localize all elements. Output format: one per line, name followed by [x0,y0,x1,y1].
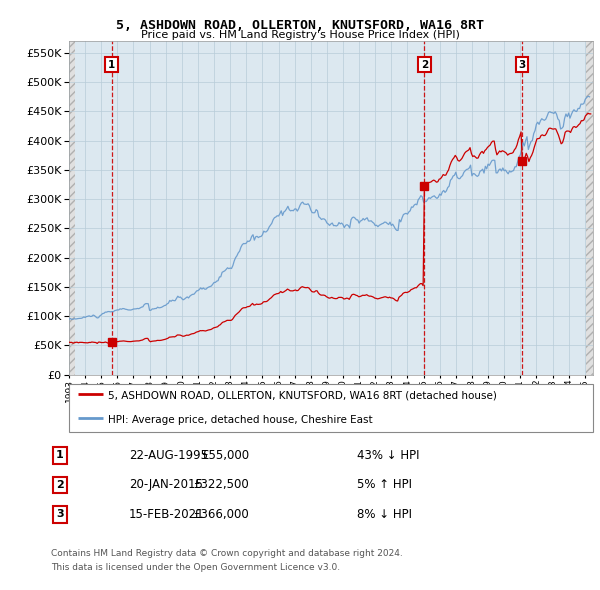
Text: This data is licensed under the Open Government Licence v3.0.: This data is licensed under the Open Gov… [51,563,340,572]
Text: Price paid vs. HM Land Registry's House Price Index (HPI): Price paid vs. HM Land Registry's House … [140,30,460,40]
Text: Contains HM Land Registry data © Crown copyright and database right 2024.: Contains HM Land Registry data © Crown c… [51,549,403,558]
Text: 3: 3 [56,510,64,519]
FancyBboxPatch shape [69,384,593,432]
Text: 1: 1 [108,60,115,70]
Text: 43% ↓ HPI: 43% ↓ HPI [357,449,419,462]
Text: 5, ASHDOWN ROAD, OLLERTON, KNUTSFORD, WA16 8RT (detached house): 5, ASHDOWN ROAD, OLLERTON, KNUTSFORD, WA… [108,391,497,401]
Text: HPI: Average price, detached house, Cheshire East: HPI: Average price, detached house, Ches… [108,415,373,425]
Text: 5, ASHDOWN ROAD, OLLERTON, KNUTSFORD, WA16 8RT: 5, ASHDOWN ROAD, OLLERTON, KNUTSFORD, WA… [116,19,484,32]
Text: 22-AUG-1995: 22-AUG-1995 [129,449,208,462]
Text: 3: 3 [518,60,526,70]
Text: 8% ↓ HPI: 8% ↓ HPI [357,508,412,521]
Text: 1: 1 [56,451,64,460]
Text: 15-FEB-2021: 15-FEB-2021 [129,508,205,521]
Text: £366,000: £366,000 [193,508,249,521]
Text: 5% ↑ HPI: 5% ↑ HPI [357,478,412,491]
Text: 20-JAN-2015: 20-JAN-2015 [129,478,203,491]
Text: £55,000: £55,000 [201,449,249,462]
Text: 2: 2 [56,480,64,490]
Text: £322,500: £322,500 [193,478,249,491]
Text: 2: 2 [421,60,428,70]
